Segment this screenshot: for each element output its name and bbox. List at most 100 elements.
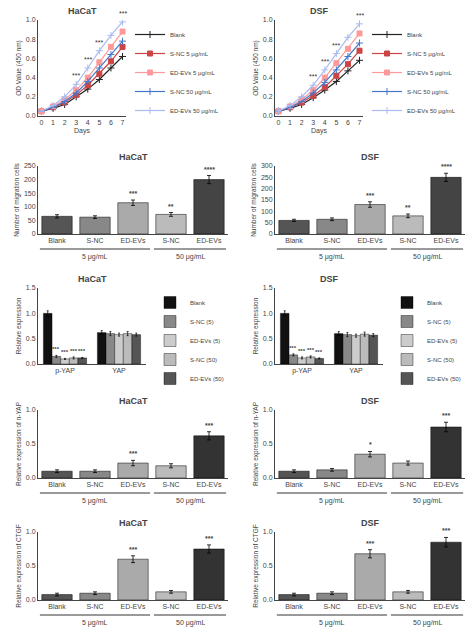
svg-text:ED-EVs 5 μg/mL: ED-EVs 5 μg/mL bbox=[170, 70, 215, 76]
svg-text:Days: Days bbox=[74, 127, 90, 135]
svg-text:***: *** bbox=[289, 345, 297, 351]
svg-text:ED-EVs: ED-EVs bbox=[434, 237, 459, 244]
svg-text:**: ** bbox=[405, 204, 411, 211]
svg-text:***: *** bbox=[129, 450, 137, 457]
svg-text:3: 3 bbox=[74, 119, 78, 126]
svg-text:***: *** bbox=[332, 42, 340, 49]
svg-text:2: 2 bbox=[63, 119, 67, 126]
svg-text:S-NC: S-NC bbox=[399, 481, 416, 488]
svg-text:***: *** bbox=[309, 73, 317, 80]
svg-text:Relative expression: Relative expression bbox=[252, 297, 260, 354]
svg-text:S-NC 5 μg/mL: S-NC 5 μg/mL bbox=[407, 51, 446, 57]
svg-text:50 μg/mL: 50 μg/mL bbox=[413, 253, 442, 261]
svg-text:50 μg/mL: 50 μg/mL bbox=[176, 497, 205, 505]
svg-text:ED-EVs: ED-EVs bbox=[434, 481, 459, 488]
svg-text:S-NC: S-NC bbox=[323, 603, 340, 610]
svg-text:0.5: 0.5 bbox=[26, 562, 36, 569]
svg-text:***: *** bbox=[70, 348, 78, 354]
svg-text:***: *** bbox=[61, 349, 69, 355]
svg-text:***: *** bbox=[366, 540, 374, 547]
svg-text:S-NC (50): S-NC (50) bbox=[427, 357, 454, 363]
svg-text:****: **** bbox=[204, 166, 215, 173]
svg-text:ED-EVs (50): ED-EVs (50) bbox=[427, 376, 461, 382]
svg-text:200: 200 bbox=[261, 185, 273, 192]
svg-text:YAP: YAP bbox=[112, 367, 126, 374]
svg-text:S-NC: S-NC bbox=[86, 237, 103, 244]
svg-text:50 μg/mL: 50 μg/mL bbox=[413, 497, 442, 505]
svg-text:ED-EVs 5 μg/mL: ED-EVs 5 μg/mL bbox=[407, 70, 452, 76]
svg-text:DSF: DSF bbox=[361, 396, 380, 406]
svg-text:Blank: Blank bbox=[190, 300, 206, 306]
svg-text:0.6: 0.6 bbox=[263, 55, 273, 62]
svg-text:250: 250 bbox=[24, 162, 36, 169]
svg-text:OD Value (450 nm): OD Value (450 nm) bbox=[15, 40, 23, 96]
svg-text:***: *** bbox=[119, 10, 127, 17]
svg-text:5 μg/mL: 5 μg/mL bbox=[319, 619, 345, 627]
svg-text:HaCaT: HaCaT bbox=[119, 396, 148, 406]
svg-text:ED-EVs: ED-EVs bbox=[121, 603, 146, 610]
svg-text:ED-EVs (5): ED-EVs (5) bbox=[427, 338, 457, 344]
svg-text:S-NC: S-NC bbox=[399, 237, 416, 244]
svg-text:150: 150 bbox=[261, 196, 273, 203]
svg-text:Blank: Blank bbox=[170, 32, 186, 38]
svg-text:ED-EVs: ED-EVs bbox=[197, 481, 222, 488]
svg-text:***: *** bbox=[356, 12, 364, 19]
svg-text:0.2: 0.2 bbox=[263, 93, 273, 100]
svg-text:***: *** bbox=[442, 527, 450, 534]
svg-text:ED-EVs (50): ED-EVs (50) bbox=[190, 376, 224, 382]
svg-text:ED-EVs: ED-EVs bbox=[121, 481, 146, 488]
svg-text:HaCaT: HaCaT bbox=[119, 518, 148, 528]
svg-text:S-NC: S-NC bbox=[86, 481, 103, 488]
svg-text:Relative expression of CTGF: Relative expression of CTGF bbox=[15, 524, 23, 607]
svg-text:S-NC: S-NC bbox=[323, 481, 340, 488]
svg-text:0.0: 0.0 bbox=[263, 596, 273, 603]
svg-text:S-NC (50): S-NC (50) bbox=[190, 357, 217, 363]
svg-text:0: 0 bbox=[32, 230, 36, 237]
svg-text:***: *** bbox=[84, 56, 92, 63]
svg-text:50: 50 bbox=[28, 217, 36, 224]
svg-text:5 μg/mL: 5 μg/mL bbox=[319, 253, 345, 261]
svg-text:ED-EVs: ED-EVs bbox=[121, 237, 146, 244]
svg-text:2: 2 bbox=[300, 119, 304, 126]
svg-text:0.5: 0.5 bbox=[26, 335, 36, 342]
svg-text:p-YAP: p-YAP bbox=[292, 367, 312, 375]
svg-text:Blank: Blank bbox=[285, 237, 303, 244]
svg-text:50 μg/mL: 50 μg/mL bbox=[176, 253, 205, 261]
svg-text:***: *** bbox=[307, 347, 315, 353]
svg-text:50 μg/mL: 50 μg/mL bbox=[413, 619, 442, 627]
svg-text:1.5: 1.5 bbox=[263, 284, 273, 291]
svg-text:ED-EVs: ED-EVs bbox=[358, 603, 383, 610]
svg-text:0.2: 0.2 bbox=[26, 93, 36, 100]
svg-text:**: ** bbox=[168, 203, 174, 210]
svg-text:ED-EVs 50 μg/mL: ED-EVs 50 μg/mL bbox=[407, 108, 456, 114]
svg-text:***: *** bbox=[321, 58, 329, 65]
svg-text:0.8: 0.8 bbox=[26, 36, 36, 43]
svg-text:0: 0 bbox=[40, 119, 44, 126]
svg-text:150: 150 bbox=[24, 190, 36, 197]
svg-text:1.0: 1.0 bbox=[263, 310, 273, 317]
svg-text:0.0: 0.0 bbox=[26, 474, 36, 481]
svg-text:DSF: DSF bbox=[310, 6, 329, 16]
svg-text:100: 100 bbox=[24, 203, 36, 210]
svg-text:ED-EVs: ED-EVs bbox=[358, 481, 383, 488]
svg-text:200: 200 bbox=[24, 176, 36, 183]
svg-text:***: *** bbox=[366, 192, 374, 199]
svg-text:p-YAP: p-YAP bbox=[55, 367, 75, 375]
svg-text:5: 5 bbox=[97, 119, 101, 126]
svg-text:100: 100 bbox=[261, 208, 273, 215]
svg-text:Blank: Blank bbox=[48, 603, 66, 610]
svg-text:***: *** bbox=[315, 349, 323, 355]
svg-text:1.0: 1.0 bbox=[263, 406, 273, 413]
svg-text:0.4: 0.4 bbox=[263, 74, 273, 81]
svg-text:Number of migration cells: Number of migration cells bbox=[13, 162, 21, 236]
svg-text:***: *** bbox=[205, 535, 213, 542]
svg-text:0.6: 0.6 bbox=[26, 55, 36, 62]
svg-text:0: 0 bbox=[277, 119, 281, 126]
svg-text:DSF: DSF bbox=[361, 152, 380, 162]
svg-text:0.0: 0.0 bbox=[26, 112, 36, 119]
svg-text:S-NC: S-NC bbox=[323, 237, 340, 244]
svg-text:DSF: DSF bbox=[320, 274, 339, 284]
svg-text:Blank: Blank bbox=[407, 32, 423, 38]
svg-text:5 μg/mL: 5 μg/mL bbox=[82, 619, 108, 627]
svg-text:Number of migration cells: Number of migration cells bbox=[250, 162, 258, 236]
